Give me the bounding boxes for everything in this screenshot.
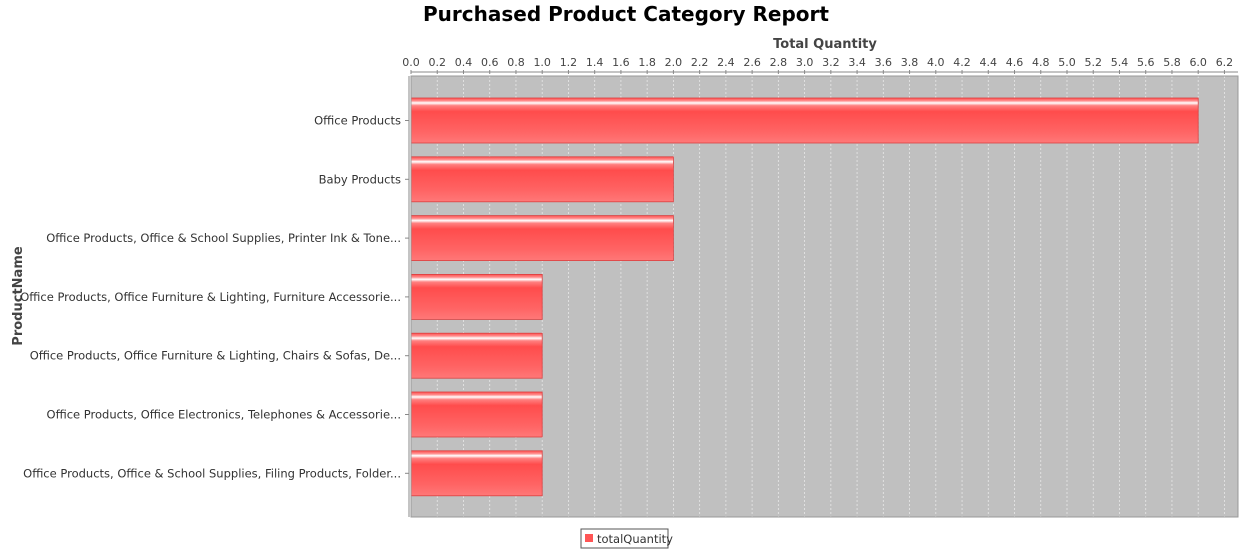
category-label: Office Products, Office Furniture & Ligh…: [20, 290, 401, 304]
bar: [410, 332, 543, 379]
x-tick-label: 0.0: [402, 56, 420, 69]
legend-label: totalQuantity: [597, 532, 673, 546]
category-label: Office Products, Office Furniture & Ligh…: [30, 349, 401, 363]
x-tick-label: 1.2: [560, 56, 578, 69]
x-axis-title: Total Quantity: [773, 37, 877, 52]
chart-title: Purchased Product Category Report: [423, 2, 829, 26]
category-label: Office Products: [314, 114, 401, 128]
bar: [410, 97, 1199, 144]
category-labels: Office Products Baby Products Office Produ…: [20, 114, 409, 480]
bar: [410, 450, 543, 497]
category-label: Office Products, Office & School Supplie…: [46, 231, 401, 245]
x-tick-label: 4.0: [927, 56, 945, 69]
x-tick-label: 1.4: [586, 56, 604, 69]
x-tick-label: 5.2: [1084, 56, 1102, 69]
plot-border: [410, 75, 1239, 518]
bars: [410, 97, 1199, 497]
x-tick-label: 0.6: [481, 56, 499, 69]
bar: [410, 273, 543, 320]
bar: [410, 391, 543, 438]
category-label: Baby Products: [319, 172, 401, 186]
legend: totalQuantity: [580, 528, 673, 549]
x-tick-label: 1.0: [533, 56, 551, 69]
x-tick-label: 5.0: [1058, 56, 1076, 69]
category-label: Office Products, Office & School Supplie…: [23, 466, 401, 480]
x-tick-label: 2.8: [770, 56, 788, 69]
legend-swatch: [585, 534, 593, 542]
x-tick-label: 1.6: [612, 56, 630, 69]
x-axis-ticks: 0.0 0.2 0.4 0.6 0.8 1.0 1.2 1.4 1.6 1.8 2.0 2.2 2.4 2…: [402, 56, 1233, 74]
x-tick-label: 3.8: [901, 56, 919, 69]
x-tick-label: 0.4: [455, 56, 473, 69]
x-tick-label: 3.6: [875, 56, 893, 69]
x-tick-label: 3.0: [796, 56, 814, 69]
x-tick-label: 4.8: [1032, 56, 1050, 69]
x-tick-label: 4.4: [980, 56, 998, 69]
x-tick-label: 3.4: [848, 56, 866, 69]
x-tick-label: 6.0: [1189, 56, 1207, 69]
x-tick-label: 4.6: [1006, 56, 1024, 69]
category-label: Office Products, Office Electronics, Tel…: [47, 408, 401, 422]
x-tick-label: 5.8: [1163, 56, 1181, 69]
x-tick-label: 2.6: [743, 56, 761, 69]
x-tick-label: 6.2: [1216, 56, 1234, 69]
plot-area: [411, 76, 1238, 517]
legend-box: [580, 528, 669, 549]
x-tick-label: 4.2: [953, 56, 971, 69]
y-axis-title: ProductName: [11, 246, 26, 346]
x-tick-label: 5.6: [1137, 56, 1155, 69]
x-tick-label: 1.8: [638, 56, 656, 69]
x-tick-label: 0.8: [507, 56, 525, 69]
x-tick-label: 5.4: [1111, 56, 1129, 69]
x-tick-label: 2.2: [691, 56, 709, 69]
bar: [410, 215, 674, 262]
x-tick-label: 3.2: [822, 56, 840, 69]
x-tick-label: 2.0: [665, 56, 683, 69]
bar: [410, 156, 674, 203]
x-tick-label: 0.2: [428, 56, 446, 69]
x-tick-label: 2.4: [717, 56, 735, 69]
